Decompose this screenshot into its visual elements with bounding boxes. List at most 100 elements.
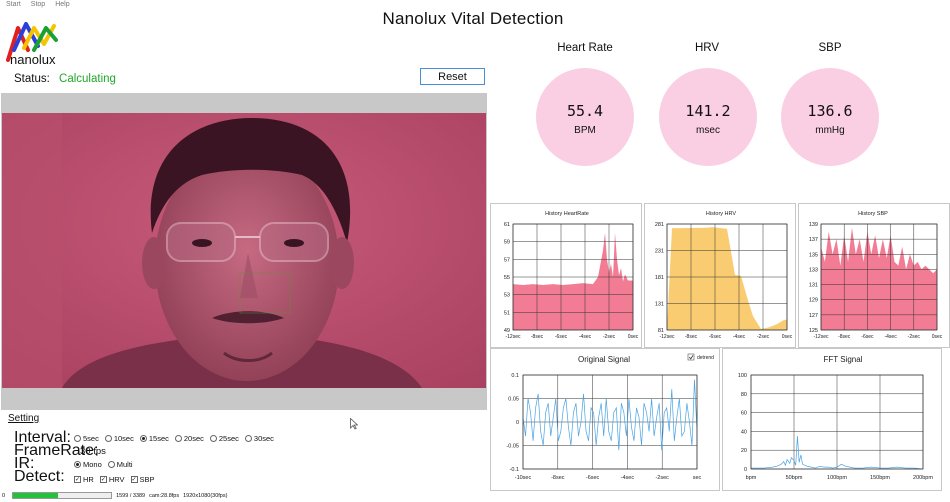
camera-resolution: 1920x1080(30fps) <box>183 492 228 499</box>
y-tick-label: 53 <box>504 293 510 299</box>
y-tick-label: 51 <box>504 310 510 316</box>
menu-item-stop[interactable]: Stop <box>30 1 46 8</box>
y-tick-label: 135 <box>809 252 818 258</box>
menu-bar: Start Stop Help <box>6 1 70 8</box>
checkbox-checked-icon[interactable]: ✓ <box>99 476 107 483</box>
app-title: Nanolux Vital Detection <box>382 9 564 28</box>
interval-option-30sec[interactable]: 30sec <box>244 434 274 443</box>
camera-feed <box>2 113 486 388</box>
ir-option-mono[interactable]: Mono <box>74 460 102 469</box>
ir-option-multi[interactable]: Multi <box>107 460 133 469</box>
vital-value-heart-rate: 55.4 <box>566 102 604 120</box>
checkbox-checked-icon[interactable]: ✓ <box>74 476 81 483</box>
history-heartrate-chart: History HeartRate 49 51 53 55 57 59 61 -12sec -8s… <box>490 203 642 348</box>
x-tick-label: -6sec <box>555 334 568 340</box>
x-tick-label: -2sec <box>655 475 669 481</box>
chart-title: History SBP <box>858 211 888 217</box>
chart-title: History HRV <box>706 211 736 217</box>
chart-title: History HeartRate <box>545 211 589 217</box>
y-tick-label: 100 <box>738 373 747 379</box>
x-tick-label: -8sec <box>551 475 565 481</box>
history-area <box>513 232 633 330</box>
progress-bar <box>12 492 113 499</box>
vital-value-sbp: 136.6 <box>807 102 853 120</box>
detect-option-hrv[interactable]: ✓ HRV <box>99 475 125 484</box>
x-tick-label: 100bpm <box>827 475 847 481</box>
y-tick-label: 131 <box>809 283 818 289</box>
x-tick-label: -12sec <box>505 334 521 340</box>
plot-frame <box>820 223 938 331</box>
chart-title: Original Signal <box>578 355 630 364</box>
status-row: Status: Calculating <box>14 73 116 85</box>
detrend-label: detrend <box>697 355 714 361</box>
vital-circle-heart-rate: 55.4 BPM <box>536 68 634 166</box>
detect-option-hr[interactable]: ✓ HR <box>74 475 94 484</box>
ir-option-label: Mono <box>83 460 102 469</box>
interval-option-15sec[interactable]: 15sec <box>139 434 169 443</box>
fft-signal-chart: FFT Signal 0 20 40 60 80 100 bpm 50bpm 100bpm 150b… <box>722 348 942 491</box>
x-tick-label: sec <box>693 475 702 481</box>
menu-item-start[interactable]: Start <box>6 1 21 8</box>
y-tick-label: 49 <box>504 328 510 334</box>
x-tick-label: -2sec <box>603 334 616 340</box>
vital-title-heart-rate: Heart Rate <box>557 42 613 54</box>
progress-fill <box>13 493 59 498</box>
history-hrv-chart: History HRV 81 131 181 231 281 -12sec -8sec -6se… <box>644 203 796 348</box>
interval-option-25sec[interactable]: 25sec <box>209 434 239 443</box>
x-tick-label: 0sec <box>628 334 639 340</box>
original-signal-svg: Original Signal detrend -0.1 -0.05 0 0.05 0.1 -… <box>506 353 714 481</box>
y-tick-label: 0.1 <box>511 373 519 379</box>
radio-icon[interactable] <box>104 435 112 442</box>
y-tick-label: 60 <box>741 411 747 417</box>
detect-option-label: SBP <box>139 475 155 484</box>
vital-circle-hrv: 141.2 msec <box>659 68 757 166</box>
detect-option-sbp[interactable]: ✓ SBP <box>130 475 155 484</box>
y-tick-label: 0 <box>516 420 519 426</box>
x-tick-label: -8sec <box>838 334 851 340</box>
interval-option-20sec[interactable]: 20sec <box>174 434 204 443</box>
x-tick-label: -4sec <box>579 334 592 340</box>
history-area <box>667 227 787 330</box>
y-tick-label: 57 <box>504 257 510 263</box>
radio-icon[interactable] <box>209 435 217 442</box>
radio-icon[interactable] <box>244 435 252 442</box>
framerate-row: FrameRate: 30 fps <box>14 442 106 460</box>
y-tick-label: -0.05 <box>506 444 519 450</box>
checkbox-checked-icon[interactable]: ✓ <box>130 476 138 483</box>
plot-frame <box>522 374 698 470</box>
interval-option-5sec[interactable]: 5sec <box>74 434 99 443</box>
y-tick-label: 61 <box>504 222 510 228</box>
detect-option-label: HRV <box>108 475 125 484</box>
x-tick-label: -2sec <box>908 334 921 340</box>
radio-icon[interactable] <box>74 435 81 442</box>
settings-panel: Setting <box>8 413 39 424</box>
y-tick-label: 55 <box>504 275 510 281</box>
vital-title-sbp: SBP <box>818 42 842 54</box>
radio-icon[interactable] <box>139 435 147 442</box>
interval-row: Interval: 5sec 10sec 15sec 20sec 25sec 30sec <box>14 429 280 447</box>
x-tick-label: -8sec <box>531 334 544 340</box>
radio-icon[interactable] <box>74 461 81 468</box>
y-tick-label: 281 <box>655 222 664 228</box>
radio-icon[interactable] <box>107 461 115 468</box>
y-tick-label: 129 <box>809 298 818 304</box>
x-tick-label: 200bpm <box>913 475 933 481</box>
ir-options: Mono Multi <box>74 455 139 473</box>
y-tick-label: 40 <box>741 429 747 435</box>
camera-fps: cam:28.8fps <box>149 492 180 499</box>
y-tick-label: 0.05 <box>508 397 519 403</box>
ir-option-label: Multi <box>116 460 133 469</box>
detect-label: Detect: <box>14 468 65 485</box>
original-signal-chart: Original Signal detrend -0.1 -0.05 0 0.05 0.1 -… <box>490 348 720 491</box>
menu-item-help[interactable]: Help <box>55 1 70 8</box>
vital-title-hrv: HRV <box>694 42 720 54</box>
ir-label: IR: <box>14 455 35 472</box>
history-heartrate-svg: History HeartRate 49 51 53 55 57 59 61 -12sec -8s… <box>504 211 639 340</box>
reset-button[interactable]: Reset <box>420 68 485 85</box>
radio-icon[interactable] <box>174 435 182 442</box>
x-tick-label: 0sec <box>932 334 943 340</box>
x-tick-label: -4sec <box>733 334 746 340</box>
interval-options: 5sec 10sec 15sec 20sec 25sec 30sec <box>74 429 280 447</box>
interval-option-10sec[interactable]: 10sec <box>104 434 134 443</box>
x-tick-label: 0sec <box>782 334 793 340</box>
